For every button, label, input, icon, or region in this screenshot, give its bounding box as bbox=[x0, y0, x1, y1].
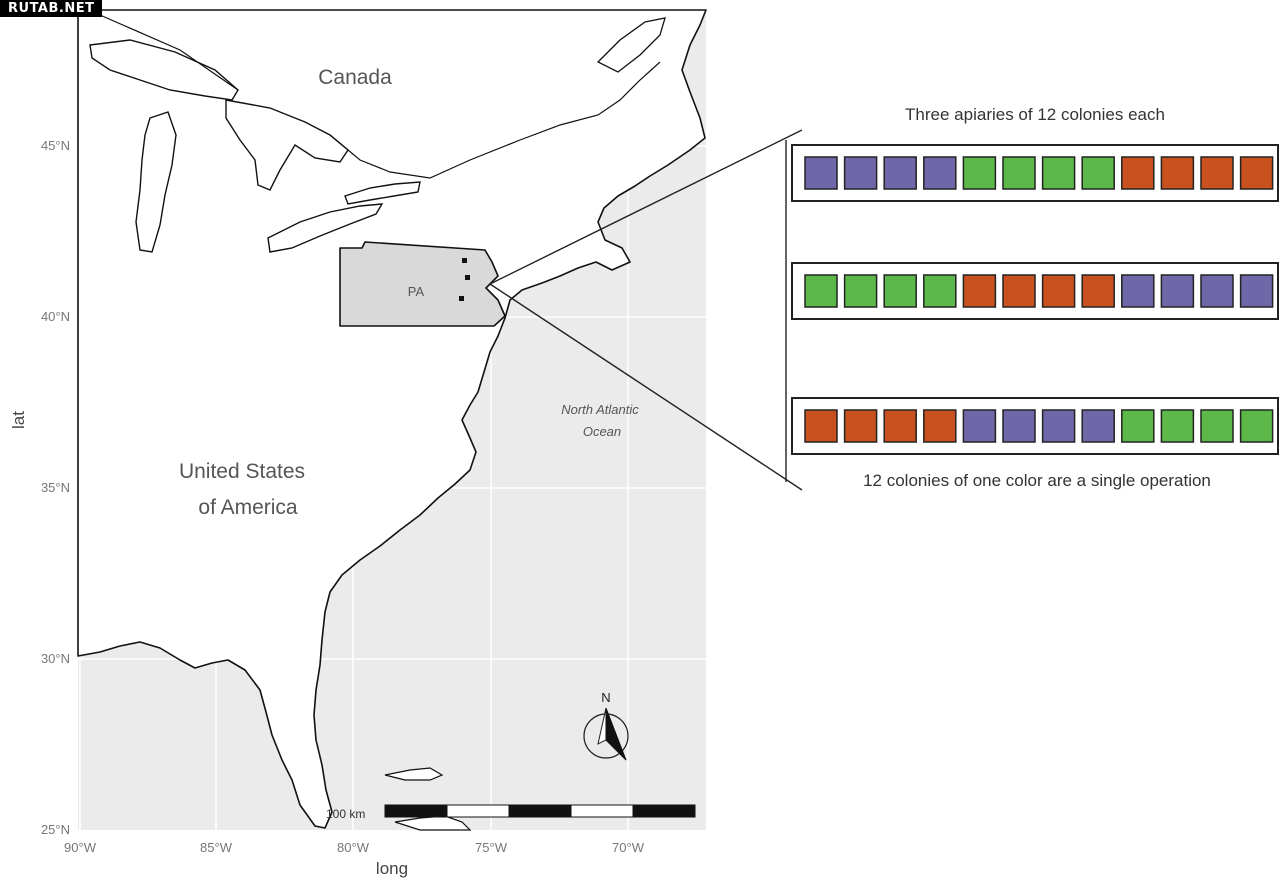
colony-purple bbox=[1200, 274, 1234, 308]
colony-green bbox=[1239, 409, 1274, 443]
colony-orange bbox=[883, 409, 917, 443]
colony-orange bbox=[1121, 156, 1155, 190]
colony-orange bbox=[923, 409, 957, 443]
label-canada: Canada bbox=[318, 66, 392, 89]
lake-erie bbox=[267, 203, 384, 253]
colony-green bbox=[843, 274, 878, 308]
lake-superior bbox=[89, 39, 239, 101]
colony-green bbox=[1002, 156, 1036, 190]
colony-green bbox=[923, 274, 957, 308]
land-mass bbox=[77, 9, 707, 829]
x-tick-90: 90°W bbox=[64, 840, 97, 855]
border-line bbox=[99, 14, 661, 179]
colony-green bbox=[1160, 409, 1195, 443]
zoom-line-bottom bbox=[489, 283, 803, 491]
x-ticks: 90°W 85°W 80°W 75°W 70°W bbox=[64, 840, 645, 855]
colony-purple bbox=[804, 156, 838, 190]
zoom-line-top bbox=[489, 129, 803, 285]
colony-green bbox=[962, 156, 997, 190]
lake-huron bbox=[225, 99, 349, 191]
colony-orange bbox=[1200, 156, 1234, 190]
colony-purple bbox=[843, 156, 878, 190]
label-ocean-line2: Ocean bbox=[583, 424, 621, 439]
x-axis-title: long bbox=[376, 859, 408, 878]
colony-purple bbox=[1121, 274, 1155, 308]
scale-seg-3 bbox=[508, 804, 572, 818]
colony-purple bbox=[1081, 409, 1115, 443]
scale-seg-4 bbox=[570, 804, 634, 818]
scale-seg-2 bbox=[446, 804, 510, 818]
y-tick-40: 40°N bbox=[41, 309, 70, 324]
colony-orange bbox=[1041, 274, 1076, 308]
label-usa-line2: of America bbox=[198, 496, 298, 519]
x-tick-80: 80°W bbox=[337, 840, 370, 855]
colony-orange bbox=[843, 409, 878, 443]
scale-bar: 100 km bbox=[326, 804, 696, 821]
y-ticks: 45°N 40°N 35°N 30°N 25°N bbox=[41, 138, 70, 837]
apiary-site-2 bbox=[465, 275, 470, 280]
apiary-site-3 bbox=[459, 296, 464, 301]
y-tick-25: 25°N bbox=[41, 822, 70, 837]
colony-purple bbox=[1160, 274, 1195, 308]
colony-orange bbox=[1002, 274, 1036, 308]
panel-caption: 12 colonies of one color are a single op… bbox=[863, 471, 1211, 490]
colony-purple bbox=[962, 409, 997, 443]
colony-orange bbox=[804, 409, 838, 443]
watermark: RUTAB.NET bbox=[0, 0, 103, 17]
colony-green bbox=[1121, 409, 1155, 443]
panel-title: Three apiaries of 12 colonies each bbox=[905, 105, 1165, 124]
lake-ontario bbox=[344, 181, 421, 205]
north-arrow-needle-dark bbox=[605, 707, 627, 761]
x-tick-85: 85°W bbox=[200, 840, 233, 855]
label-ocean-line1: North Atlantic bbox=[561, 402, 639, 417]
x-tick-75: 75°W bbox=[475, 840, 508, 855]
colony-orange bbox=[1160, 156, 1195, 190]
island-cuba-edge bbox=[394, 815, 472, 831]
apiary-sites bbox=[459, 258, 470, 301]
x-tick-70: 70°W bbox=[612, 840, 645, 855]
north-label: N bbox=[601, 690, 610, 705]
y-tick-35: 35°N bbox=[41, 480, 70, 495]
colony-orange bbox=[1239, 156, 1274, 190]
y-tick-30: 30°N bbox=[41, 651, 70, 666]
lake-michigan bbox=[135, 111, 177, 253]
colony-purple bbox=[923, 156, 957, 190]
apiary-site-1 bbox=[462, 258, 467, 263]
colony-orange bbox=[962, 274, 997, 308]
scale-seg-1 bbox=[384, 804, 448, 818]
island-bahamas bbox=[384, 767, 444, 781]
scale-seg-5 bbox=[632, 804, 696, 818]
colony-purple bbox=[1239, 274, 1274, 308]
y-axis-title: lat bbox=[9, 411, 28, 429]
colony-purple bbox=[1002, 409, 1036, 443]
colony-green bbox=[1041, 156, 1076, 190]
scale-bar-label: 100 km bbox=[326, 807, 365, 821]
colony-green bbox=[1081, 156, 1115, 190]
colony-orange bbox=[1081, 274, 1115, 308]
colony-green bbox=[1200, 409, 1234, 443]
apiary-rows bbox=[791, 144, 1279, 455]
island-northeast bbox=[596, 17, 666, 73]
great-lakes bbox=[89, 39, 421, 253]
colony-purple bbox=[883, 156, 917, 190]
north-arrow-icon: N bbox=[583, 690, 629, 761]
label-usa-line1: United States bbox=[179, 460, 305, 483]
colony-green bbox=[883, 274, 917, 308]
colony-purple bbox=[1041, 409, 1076, 443]
y-tick-45: 45°N bbox=[41, 138, 70, 153]
colony-green bbox=[804, 274, 838, 308]
label-pa: PA bbox=[408, 284, 425, 299]
